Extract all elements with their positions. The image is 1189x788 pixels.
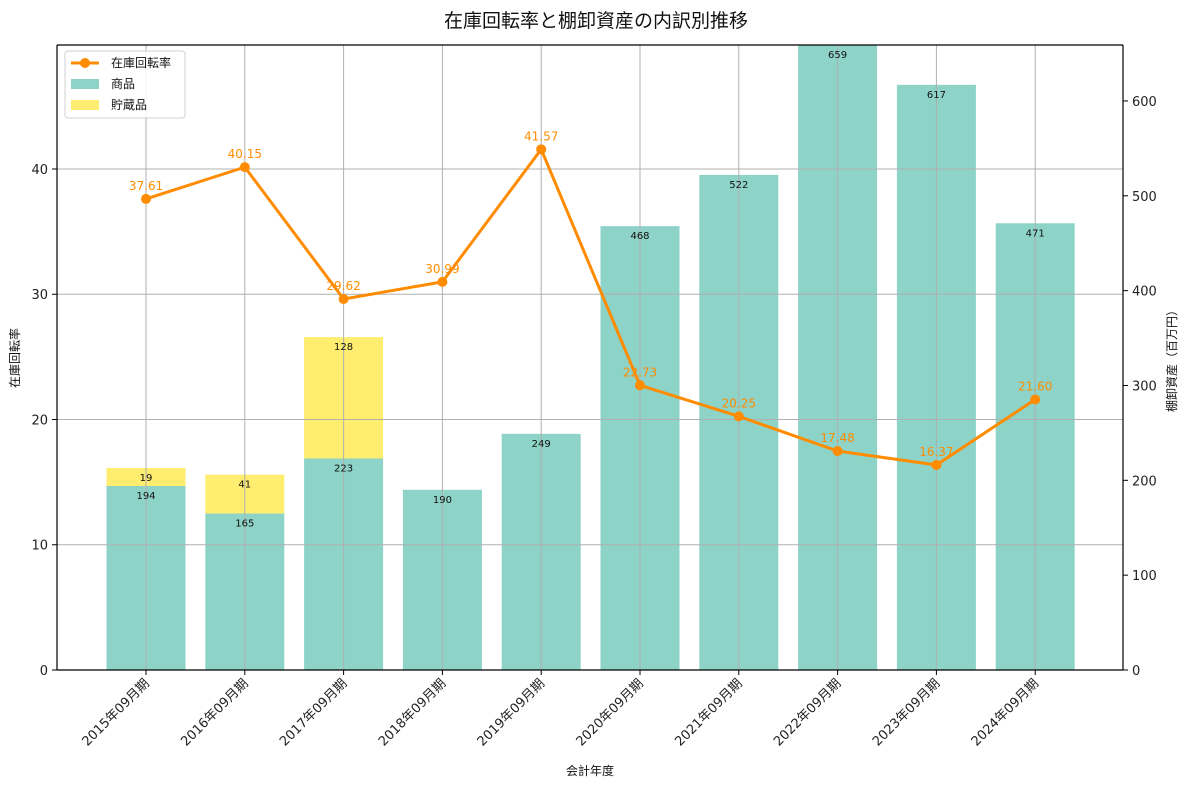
y-left-tick-label: 40 bbox=[31, 163, 48, 178]
bar-value-label: 41 bbox=[238, 480, 251, 491]
turnover-value-label: 29.62 bbox=[326, 279, 360, 293]
x-tick-label: 2018年09月期 bbox=[376, 676, 449, 749]
turnover-marker bbox=[239, 162, 250, 173]
turnover-line bbox=[145, 147, 1037, 467]
y-right-tick-label: 500 bbox=[1132, 190, 1157, 205]
bar-value-labels: 194 165 223 190 249 468 522 659 617 471 19 41 128 bbox=[136, 50, 1044, 530]
turnover-marker bbox=[536, 144, 547, 155]
x-tick-label: 2021年09月期 bbox=[672, 676, 745, 749]
y-left-tick-label: 30 bbox=[31, 288, 48, 303]
y-right-tick-label: 200 bbox=[1132, 474, 1157, 489]
x-tick-label: 2020年09月期 bbox=[574, 676, 647, 749]
turnover-line-series: 37.61 40.15 29.62 30.99 41.57 22.73 20.25 17.48… bbox=[129, 129, 1052, 470]
y-right-tick-label: 600 bbox=[1132, 95, 1157, 110]
bar-value-label: 659 bbox=[828, 50, 847, 61]
turnover-marker bbox=[141, 193, 151, 204]
y-right-tick-label: 300 bbox=[1132, 379, 1157, 394]
turnover-marker bbox=[635, 380, 645, 391]
turnover-value-label: 40.15 bbox=[228, 147, 262, 161]
turnover-value-label: 21.60 bbox=[1018, 379, 1052, 393]
bar-value-label: 617 bbox=[927, 90, 946, 101]
legend-label: 商品 bbox=[111, 76, 135, 91]
bar-value-label: 165 bbox=[235, 519, 254, 530]
turnover-value-label: 16.37 bbox=[919, 445, 953, 459]
x-tick-label: 2016年09月期 bbox=[178, 676, 251, 749]
y-right-tick-label: 0 bbox=[1132, 664, 1140, 679]
bar-value-label: 522 bbox=[729, 180, 748, 191]
turnover-value-label: 22.73 bbox=[623, 365, 657, 379]
turnover-value-label: 17.48 bbox=[820, 431, 854, 445]
legend-label: 在庫回転率 bbox=[111, 55, 171, 70]
turnover-marker bbox=[931, 459, 942, 470]
bar-value-label: 223 bbox=[334, 464, 353, 475]
legend-color-swatch bbox=[71, 100, 99, 110]
y-right-tick-label: 400 bbox=[1132, 285, 1157, 300]
bar-value-label: 249 bbox=[532, 439, 551, 450]
y-axis-right-title: 棚卸資産（百万円） bbox=[1164, 304, 1179, 412]
turnover-marker bbox=[832, 446, 843, 457]
bar-value-label: 471 bbox=[1026, 228, 1045, 239]
chart-title: 在庫回転率と棚卸資産の内訳別推移 bbox=[444, 10, 748, 32]
y-axis-left-title: 在庫回転率 bbox=[7, 328, 22, 388]
legend-label: 貯蔵品 bbox=[111, 98, 147, 112]
legend-marker-swatch bbox=[80, 58, 90, 68]
bar-series bbox=[106, 45, 1075, 671]
x-tick-label: 2023年09月期 bbox=[870, 676, 943, 749]
turnover-value-label: 37.61 bbox=[129, 179, 163, 193]
turnover-marker bbox=[338, 294, 349, 305]
legend-color-swatch bbox=[71, 79, 99, 89]
y-left-tick-label: 20 bbox=[31, 413, 48, 428]
turnover-value-label: 41.57 bbox=[524, 129, 558, 143]
bar-value-label: 128 bbox=[334, 342, 353, 353]
turnover-marker bbox=[1030, 394, 1041, 405]
turnover-value-label: 30.99 bbox=[425, 262, 459, 276]
turnover-marker bbox=[733, 411, 744, 422]
bar-value-label: 194 bbox=[136, 491, 155, 502]
x-tick-label: 2017年09月期 bbox=[277, 676, 350, 749]
turnover-value-label: 20.25 bbox=[722, 396, 756, 410]
x-tick-label: 2024年09月期 bbox=[969, 676, 1042, 749]
x-tick-label: 2019年09月期 bbox=[475, 676, 548, 749]
y-left-tick-label: 0 bbox=[40, 664, 48, 679]
turnover-marker bbox=[437, 276, 448, 287]
y-left-tick-label: 10 bbox=[31, 539, 48, 554]
y-right-tick-label: 100 bbox=[1132, 569, 1157, 584]
bar-value-label: 468 bbox=[630, 231, 649, 242]
x-tick-label: 2022年09月期 bbox=[771, 676, 844, 749]
bar-value-label: 19 bbox=[140, 473, 153, 484]
x-axis-title: 会計年度 bbox=[566, 763, 614, 778]
x-tick-label: 2015年09月期 bbox=[80, 676, 153, 749]
bar-value-label: 190 bbox=[433, 495, 452, 506]
